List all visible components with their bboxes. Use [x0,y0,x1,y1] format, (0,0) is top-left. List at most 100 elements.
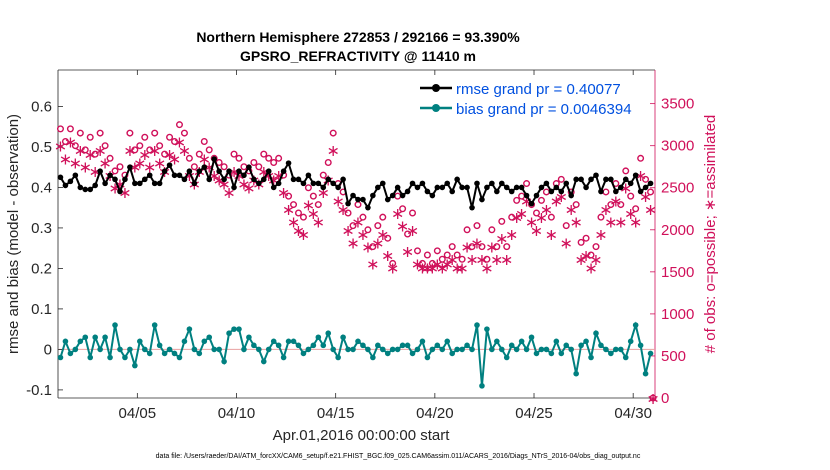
bias-series-point [57,354,64,361]
rmse-series-point [97,168,103,175]
assimilated-obs-point: ∗ [465,250,478,269]
x-tick-label: 04/30 [614,405,652,422]
assimilated-obs-point: ∗ [475,250,488,269]
possible-obs-point [86,133,94,141]
rmse-series-point [553,184,560,191]
bias-series-point [300,350,307,357]
legend: rmse grand pr = 0.40077 bias grand pr = … [420,81,632,118]
assimilated-obs-point: ∗ [490,250,503,269]
bias-series-point [256,346,262,353]
possible-obs-point [146,146,154,154]
rmse-series-point [127,164,133,170]
possible-obs-point [458,255,466,263]
possible-obs-point [523,180,531,188]
bias-series-point [399,342,406,349]
possible-obs-point [309,192,317,200]
assimilated-obs-point: ∗ [282,200,295,219]
rmse-series-point [617,184,624,191]
rmse-series-point [464,184,470,191]
assimilated-obs-point: ∗ [460,238,473,257]
possible-obs-point [161,150,169,158]
x-axis-label: Apr.01,2016 00:00:00 start [273,427,451,444]
rmse-series-point [622,176,629,183]
bias-series-point [632,322,639,328]
rmse-series-point [151,180,158,187]
rmse-series-point [414,184,421,191]
bias-series-point [231,326,237,332]
assimilated-obs-point: ∗ [480,259,493,278]
rmse-series-point [221,176,227,183]
assimilated-obs-point: ∗ [560,233,573,252]
rmse-series-point [498,180,505,187]
bias-series-point [107,354,113,361]
assimilated-obs-point: ∗ [505,225,518,244]
bias-series-point [236,326,242,332]
bias-series-point [196,350,203,357]
possible-obs-point [106,154,114,162]
assimilated-obs-point: ∗ [54,137,67,156]
rmse-series-point [186,168,193,175]
assimilated-obs-point: ∗ [277,183,290,202]
bias-series-point [226,330,232,337]
rmse-series-point [132,180,138,187]
rmse-series-point [161,168,168,175]
rmse-series-point [424,188,431,195]
possible-obs-point [632,205,640,213]
possible-obs-point [344,209,352,217]
possible-obs-point [607,201,615,209]
rmse-series-point [260,176,267,183]
possible-obs-point [582,234,590,242]
bias-series-point [543,346,550,353]
bias-series-point [627,338,634,345]
bias-series-point [216,346,222,353]
bias-series-point [330,346,336,353]
possible-obs-point [493,243,501,251]
assimilated-obs-point: ∗ [525,212,538,231]
left-y-tick-label: 0.3 [31,220,52,237]
legend-rmse-label: rmse grand pr = 0.40077 [456,81,621,98]
bias-series-point [622,354,629,361]
assimilated-obs-point: ∗ [351,212,364,231]
rmse-series-point [181,176,188,183]
rmse-series-point [201,164,208,170]
rmse-series-point [518,184,525,191]
rmse-series-point [310,180,317,187]
rmse-series-point [563,180,570,187]
possible-obs-point [409,209,417,217]
bias-series-point [325,330,332,337]
possible-obs-point [647,188,655,196]
possible-obs-point [642,175,650,183]
bias-series-point [365,346,371,353]
possible-obs-point [299,213,307,221]
assimilated-obs-point: ∗ [69,154,82,173]
assimilated-obs-point: ∗ [455,259,468,278]
bias-series-point [176,354,183,361]
possible-obs-point [537,196,545,204]
assimilated-obs-point: ∗ [391,204,404,223]
rmse-series-point [632,172,639,179]
rmse-series-point [350,192,356,199]
rmse-series-point [508,188,515,195]
rmse-series-point [449,188,455,195]
bias-series-point [568,346,575,353]
rmse-series-point [355,196,361,203]
bias-series-point [82,334,89,341]
possible-obs-point [547,213,555,221]
x-tick-label: 04/20 [416,405,454,422]
bias-series-point [241,346,247,353]
possible-obs-point [319,171,327,179]
possible-obs-point [61,137,69,145]
bias-series-point [181,338,188,345]
possible-obs-point [265,154,273,162]
possible-obs-point [503,243,511,251]
possible-obs-point [557,175,565,183]
assimilated-obs-point: ∗ [470,233,483,252]
assimilated-obs-point: ∗ [579,246,592,265]
right-y-tick-label: 1000 [661,306,694,323]
assimilated-obs-point: ∗ [646,389,659,408]
rmse-series-point [573,176,579,183]
bias-series-point [251,342,257,349]
right-y-tick-label: 0 [661,390,669,407]
bias-series-point [469,346,475,353]
